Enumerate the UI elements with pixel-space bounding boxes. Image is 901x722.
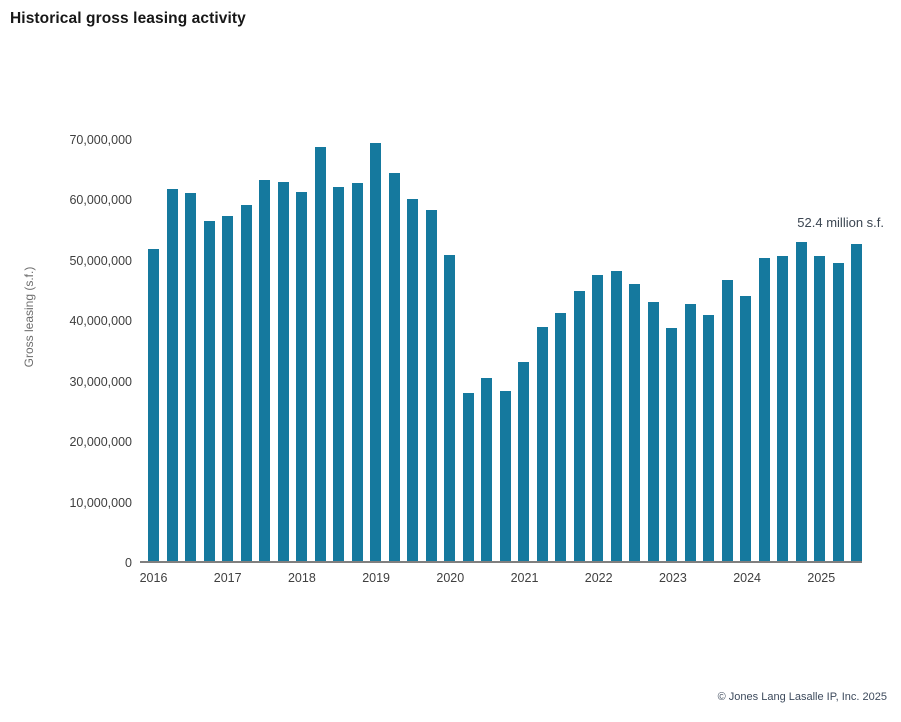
bar-q2-2018 bbox=[314, 147, 326, 561]
bar-q1-2018 bbox=[296, 191, 308, 561]
bar-q3-2022 bbox=[629, 283, 641, 561]
bar-q2-2016 bbox=[166, 188, 178, 561]
bar-q2-2019 bbox=[388, 173, 400, 561]
bar-q2-2022 bbox=[610, 270, 622, 561]
x-tick-label-2017: 2017 bbox=[213, 571, 242, 585]
bar-q3-2017 bbox=[259, 180, 271, 561]
bar-q2-2023 bbox=[684, 303, 696, 561]
bar-q1-2021 bbox=[518, 362, 530, 561]
bar-q2-2017 bbox=[240, 204, 252, 561]
bar-q4-2017 bbox=[277, 182, 289, 561]
x-tick-label-2022: 2022 bbox=[584, 571, 613, 585]
bar-q4-2024 bbox=[795, 241, 807, 561]
bar-q4-2020 bbox=[499, 391, 511, 561]
x-tick-label-2025: 2025 bbox=[807, 571, 836, 585]
x-tick-label-2023: 2023 bbox=[658, 571, 687, 585]
bar-q1-2017 bbox=[222, 216, 234, 561]
x-tick-label-2018: 2018 bbox=[287, 571, 316, 585]
bar-q4-2016 bbox=[203, 221, 215, 561]
bar-q1-2020 bbox=[444, 254, 456, 561]
y-tick-label: 60,000,000 bbox=[69, 193, 132, 208]
y-tick-label: 10,000,000 bbox=[69, 495, 132, 510]
bar-q4-2021 bbox=[573, 290, 585, 561]
bar-q1-2016 bbox=[148, 249, 160, 561]
y-tick-label: 50,000,000 bbox=[69, 253, 132, 268]
bar-q3-2023 bbox=[703, 315, 715, 561]
y-tick-label: 20,000,000 bbox=[69, 435, 132, 450]
bar-q3-2020 bbox=[481, 377, 493, 561]
bar-q1-2024 bbox=[740, 295, 752, 561]
y-tick-label: 0 bbox=[125, 556, 132, 570]
copyright-notice: © Jones Lang Lasalle IP, Inc. 2025 bbox=[717, 691, 887, 703]
bar-q4-2019 bbox=[425, 210, 437, 561]
y-tick-label: 70,000,000 bbox=[69, 133, 132, 147]
bar-q3-2024 bbox=[777, 256, 789, 561]
bar-q2-2024 bbox=[758, 258, 770, 561]
bar-q2-2020 bbox=[462, 392, 474, 561]
x-tick-label-2019: 2019 bbox=[362, 571, 390, 585]
x-axis-line bbox=[140, 561, 862, 563]
bar-q4-2018 bbox=[351, 183, 363, 561]
bar-q3-2019 bbox=[407, 199, 419, 561]
x-tick-label-2024: 2024 bbox=[733, 571, 761, 585]
bar-q3-2025 bbox=[851, 243, 863, 561]
bar-q3-2018 bbox=[333, 186, 345, 561]
chart-title: Historical gross leasing activity bbox=[10, 10, 246, 27]
x-tick-label-2016: 2016 bbox=[139, 571, 168, 585]
x-tick-label-2021: 2021 bbox=[510, 571, 539, 585]
bar-q3-2021 bbox=[555, 313, 567, 561]
plot-area bbox=[140, 137, 863, 561]
bar-q3-2016 bbox=[185, 193, 197, 561]
bar-q2-2021 bbox=[536, 326, 548, 561]
y-tick-label: 30,000,000 bbox=[69, 374, 132, 389]
bar-q4-2023 bbox=[721, 279, 733, 561]
bar-q4-2022 bbox=[647, 301, 659, 561]
bar-q1-2025 bbox=[814, 256, 826, 561]
bar-q2-2025 bbox=[832, 263, 844, 561]
x-tick-label-2020: 2020 bbox=[436, 571, 465, 585]
last-bar-annotation: 52.4 million s.f. bbox=[797, 215, 884, 230]
bar-q1-2022 bbox=[592, 275, 604, 561]
bar-q1-2023 bbox=[666, 328, 678, 561]
y-tick-label: 40,000,000 bbox=[69, 314, 132, 329]
bar-q1-2019 bbox=[370, 143, 382, 561]
